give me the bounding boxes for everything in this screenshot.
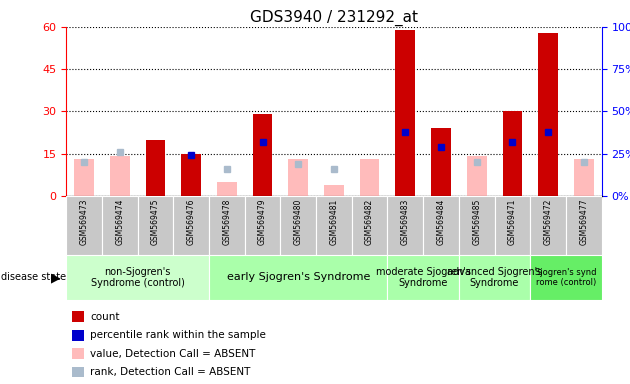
Bar — [209, 255, 387, 300]
Bar — [209, 196, 244, 255]
Title: GDS3940 / 231292_at: GDS3940 / 231292_at — [250, 9, 418, 25]
Bar — [530, 255, 602, 300]
Bar — [66, 196, 102, 255]
Text: GSM569485: GSM569485 — [472, 199, 481, 245]
Bar — [324, 185, 344, 196]
Bar — [217, 182, 237, 196]
Text: ▶: ▶ — [50, 271, 60, 284]
Text: GSM569473: GSM569473 — [79, 199, 88, 245]
Bar — [137, 196, 173, 255]
Text: GSM569482: GSM569482 — [365, 199, 374, 245]
Text: Sjogren's synd
rome (control): Sjogren's synd rome (control) — [536, 268, 597, 287]
Text: GSM569475: GSM569475 — [151, 199, 160, 245]
Text: GSM569480: GSM569480 — [294, 199, 302, 245]
Bar — [66, 255, 209, 300]
Text: GSM569483: GSM569483 — [401, 199, 410, 245]
Text: GSM569472: GSM569472 — [544, 199, 553, 245]
Bar — [423, 196, 459, 255]
Bar — [530, 196, 566, 255]
Text: early Sjogren's Syndrome: early Sjogren's Syndrome — [227, 272, 370, 283]
Bar — [316, 196, 352, 255]
Bar — [244, 196, 280, 255]
Bar — [396, 30, 415, 196]
Bar — [538, 33, 558, 196]
Text: value, Detection Call = ABSENT: value, Detection Call = ABSENT — [90, 349, 256, 359]
Text: disease state: disease state — [1, 272, 66, 283]
Bar — [431, 128, 451, 196]
Bar — [280, 196, 316, 255]
Text: GSM569478: GSM569478 — [222, 199, 231, 245]
Bar — [574, 159, 593, 196]
Text: non-Sjogren's
Syndrome (control): non-Sjogren's Syndrome (control) — [91, 266, 185, 288]
Bar — [289, 159, 308, 196]
Bar — [566, 196, 602, 255]
Bar — [102, 196, 137, 255]
Text: GSM569479: GSM569479 — [258, 199, 267, 245]
Bar — [495, 196, 530, 255]
Text: GSM569481: GSM569481 — [329, 199, 338, 245]
Text: percentile rank within the sample: percentile rank within the sample — [90, 330, 266, 340]
Bar — [352, 196, 387, 255]
Text: GSM569484: GSM569484 — [437, 199, 445, 245]
Text: count: count — [90, 312, 120, 322]
Bar — [173, 196, 209, 255]
Bar — [459, 255, 530, 300]
Bar — [253, 114, 272, 196]
Bar — [387, 196, 423, 255]
Text: GSM569471: GSM569471 — [508, 199, 517, 245]
Bar — [110, 156, 130, 196]
Text: GSM569477: GSM569477 — [580, 199, 588, 245]
Bar — [387, 255, 459, 300]
Bar — [181, 154, 201, 196]
Text: advanced Sjogren's
Syndrome: advanced Sjogren's Syndrome — [447, 266, 542, 288]
Bar — [459, 196, 495, 255]
Text: moderate Sjogren's
Syndrome: moderate Sjogren's Syndrome — [375, 266, 471, 288]
Bar — [360, 159, 379, 196]
Text: GSM569474: GSM569474 — [115, 199, 124, 245]
Bar — [467, 156, 486, 196]
Text: GSM569476: GSM569476 — [186, 199, 195, 245]
Bar — [74, 159, 94, 196]
Text: rank, Detection Call = ABSENT: rank, Detection Call = ABSENT — [90, 367, 251, 377]
Bar — [503, 111, 522, 196]
Bar — [146, 139, 165, 196]
